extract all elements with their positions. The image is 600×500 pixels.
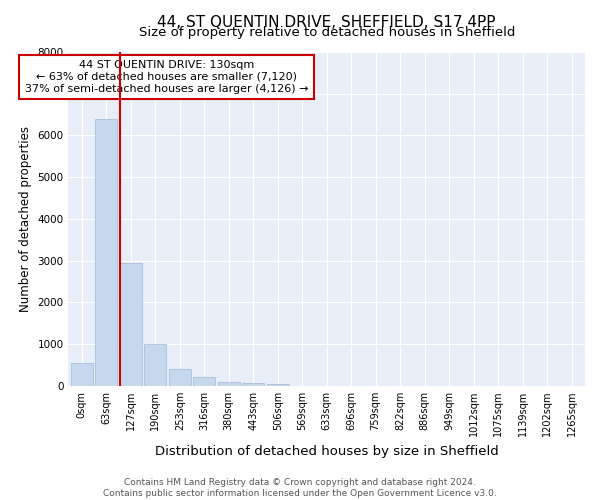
Bar	[169, 369, 191, 386]
Text: 44 ST QUENTIN DRIVE: 130sqm
← 63% of detached houses are smaller (7,120)
37% of : 44 ST QUENTIN DRIVE: 130sqm ← 63% of det…	[25, 60, 308, 94]
Bar	[120, 262, 142, 386]
Bar	[218, 382, 240, 386]
Y-axis label: Number of detached properties: Number of detached properties	[19, 126, 32, 312]
Bar	[144, 344, 166, 386]
Bar	[95, 119, 118, 386]
Title: 44, ST QUENTIN DRIVE, SHEFFIELD, S17 4PP: 44, ST QUENTIN DRIVE, SHEFFIELD, S17 4PP	[157, 15, 496, 30]
Bar	[242, 382, 264, 386]
X-axis label: Distribution of detached houses by size in Sheffield: Distribution of detached houses by size …	[155, 444, 499, 458]
Bar	[267, 384, 289, 386]
Bar	[193, 378, 215, 386]
Text: Contains HM Land Registry data © Crown copyright and database right 2024.
Contai: Contains HM Land Registry data © Crown c…	[103, 478, 497, 498]
Bar	[71, 363, 93, 386]
Text: Size of property relative to detached houses in Sheffield: Size of property relative to detached ho…	[139, 26, 515, 38]
